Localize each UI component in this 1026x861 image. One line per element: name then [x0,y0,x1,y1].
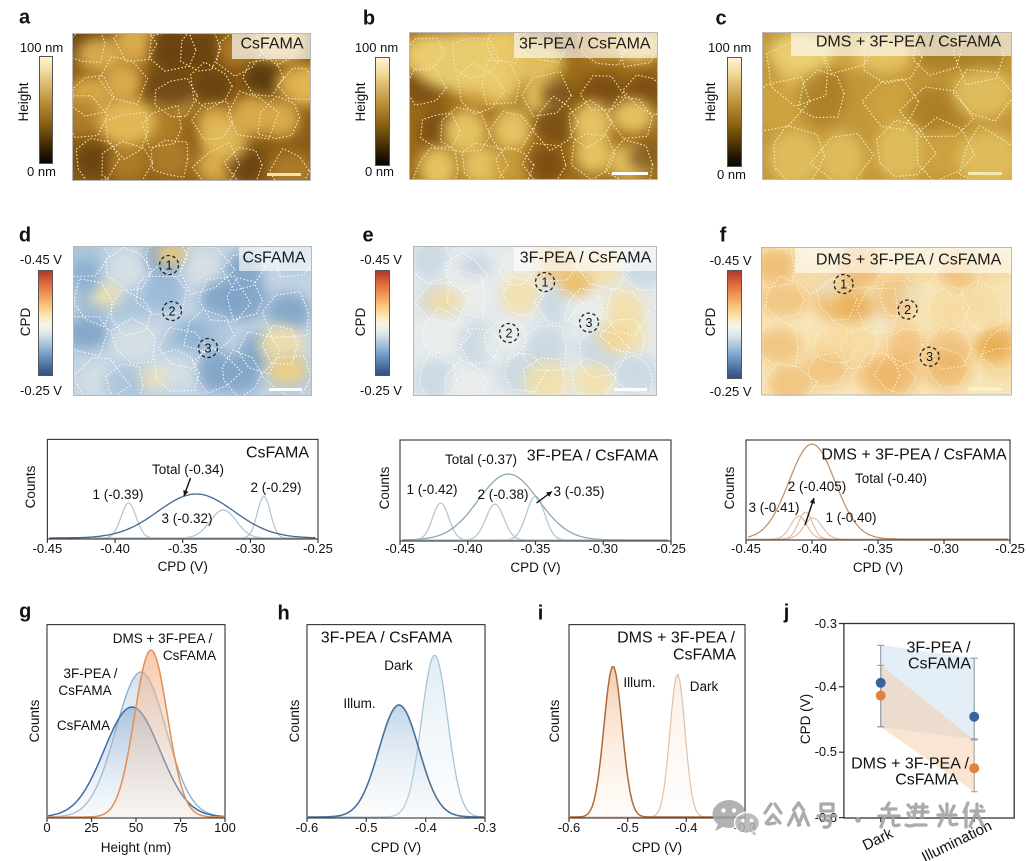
svg-text:3: 3 [205,341,212,355]
svg-text:2: 2 [169,304,176,318]
svg-text:2: 2 [506,326,513,340]
svg-text:1: 1 [840,277,847,291]
svg-text:3: 3 [586,316,593,330]
svg-text:2: 2 [904,303,911,317]
svg-text:1: 1 [166,258,173,272]
svg-text:1: 1 [542,275,549,289]
svg-text:3: 3 [926,350,933,364]
